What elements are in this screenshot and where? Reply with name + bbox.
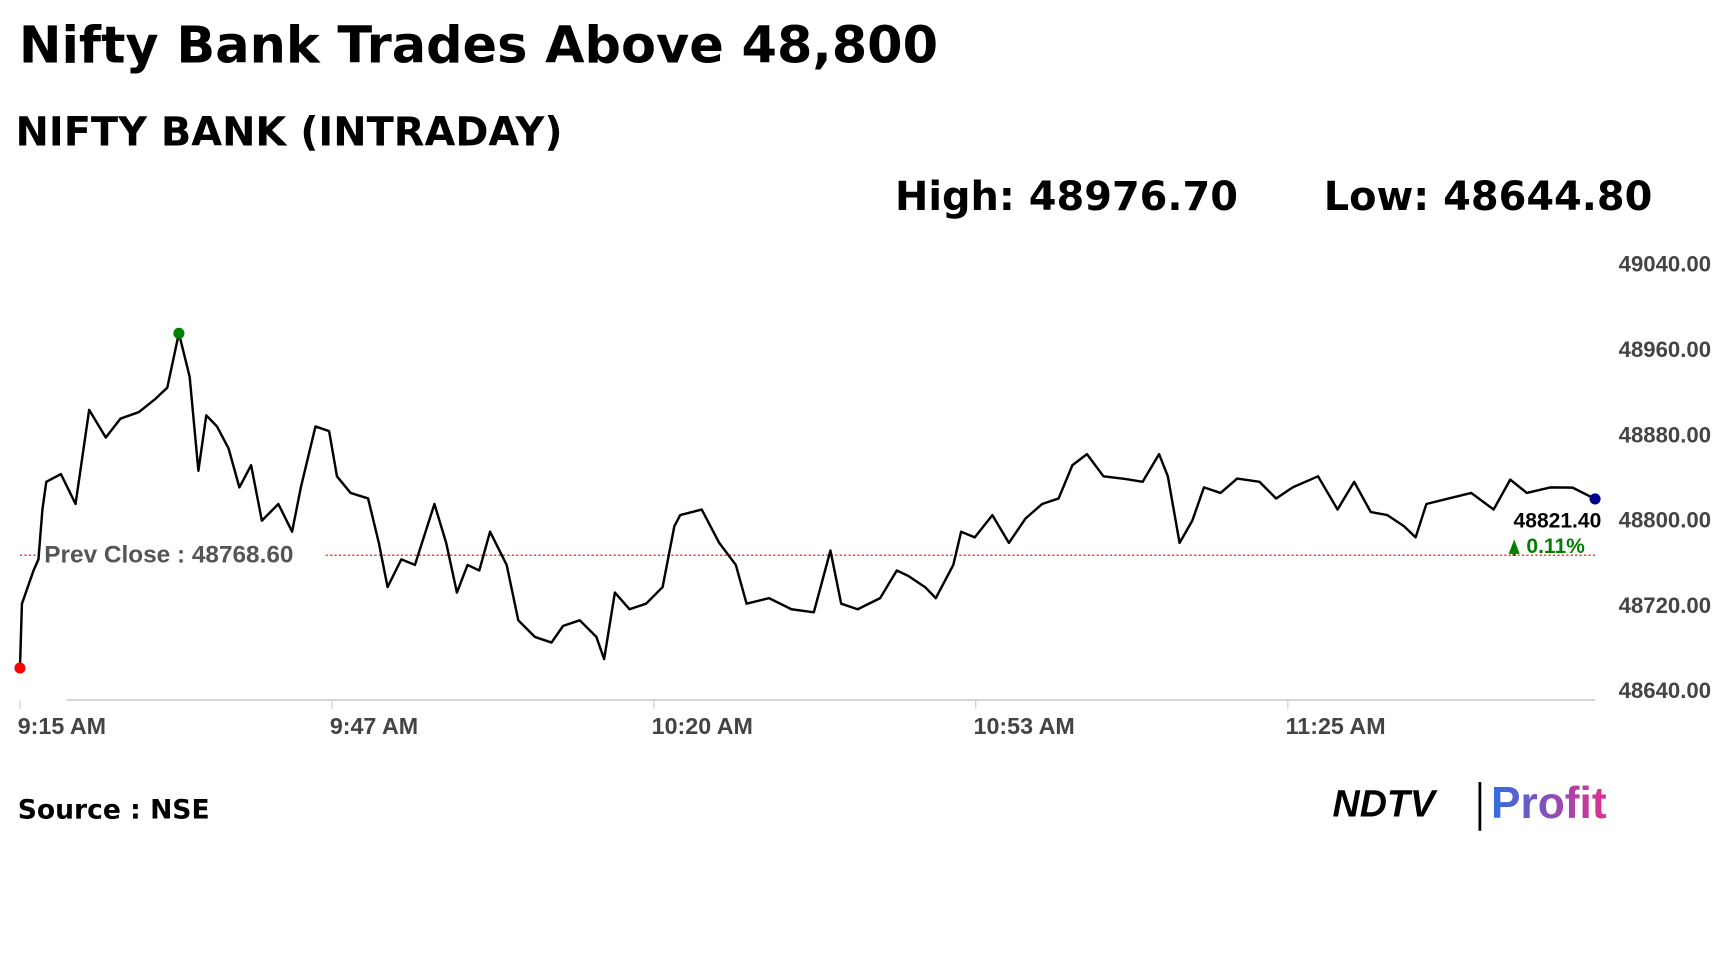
x-tick-label: 10:53 AM [974, 713, 1075, 739]
source: Source : NSE [18, 794, 210, 825]
chart-title: Nifty Bank Trades Above 48,800 [19, 17, 938, 76]
price-marker [173, 327, 185, 339]
logo-brand: NDTV [1333, 782, 1438, 824]
y-tick-label: 48800.00 [1619, 508, 1711, 533]
price-line [18, 332, 1596, 669]
x-tick-label: 11:25 AM [1286, 713, 1386, 739]
prev-close-label: Prev Close : 48768.60 [44, 542, 293, 569]
x-tick-label: 9:47 AM [330, 713, 418, 739]
logo-product: Profit [1491, 779, 1607, 828]
prev-close-bg [39, 539, 326, 571]
x-tick-label: 9:15 AM [18, 713, 106, 739]
change-label: 0.11% [1526, 535, 1585, 558]
y-tick-label: 48960.00 [1619, 337, 1711, 362]
x-tick-label: 10:20 AM [652, 713, 753, 739]
high-label: High: 48976.70 [895, 174, 1238, 220]
price-marker [1589, 493, 1601, 505]
chart-subtitle: NIFTY BANK (INTRADAY) [16, 110, 563, 156]
y-tick-label: 48720.00 [1619, 593, 1711, 618]
low-label: Low: 48644.80 [1324, 174, 1653, 220]
y-tick-label: 49040.00 [1619, 252, 1711, 277]
y-tick-label: 48880.00 [1619, 422, 1711, 447]
change-arrow [1508, 539, 1520, 557]
y-tick-label: 48640.00 [1619, 678, 1711, 703]
price-marker [14, 662, 26, 674]
last-value-label: 48821.40 [1514, 509, 1602, 532]
